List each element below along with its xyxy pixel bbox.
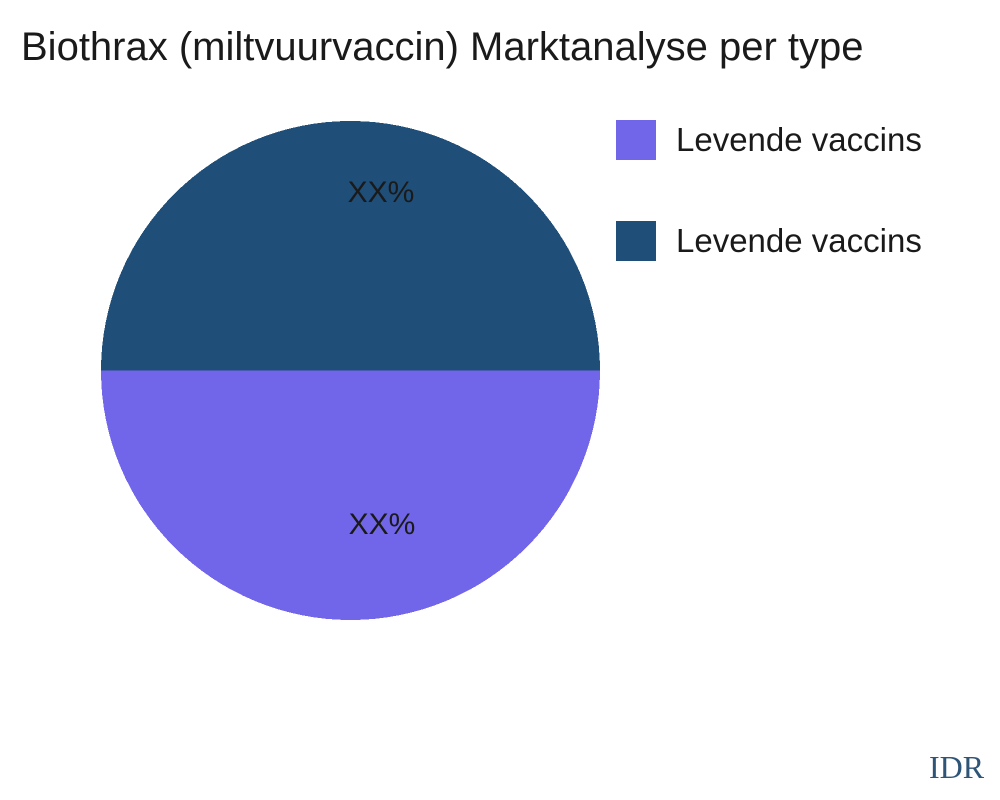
svg-text:XX%: XX% [348,176,415,209]
svg-text:XX%: XX% [349,508,416,541]
